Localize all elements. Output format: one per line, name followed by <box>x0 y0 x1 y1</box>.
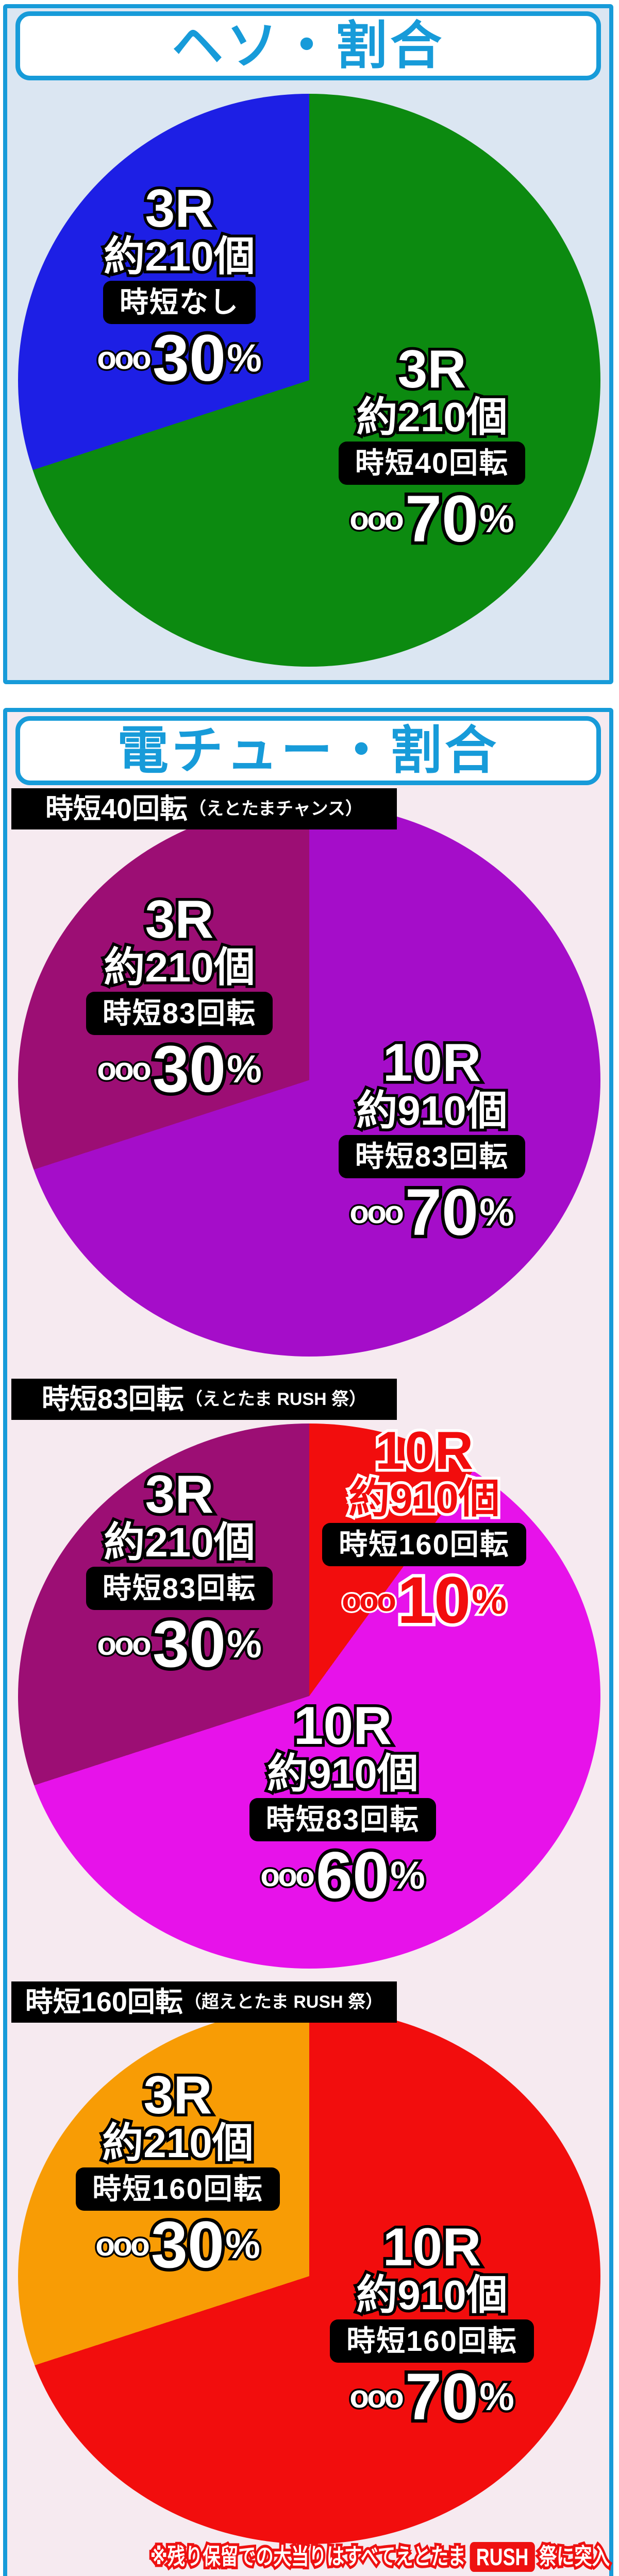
pie3-slice-label-3r: 3R 約210個 時短83回転 ooo 30 % <box>35 1465 324 1681</box>
percent-sign: % <box>225 336 264 380</box>
caption-sub: （えとたま RUSH 祭） <box>185 1389 367 1409</box>
slice-jitan-pill: 時短40回転 <box>338 442 526 485</box>
dots-icon: ooo <box>348 2379 406 2415</box>
slice-jitan-pill: 時短83回転 <box>86 1567 273 1610</box>
caption-bar-jitan40: 時短40回転 （えとたまチャンス） <box>11 788 397 829</box>
dots-icon: ooo <box>348 501 406 537</box>
slice-percent-value: 30 <box>147 2208 227 2282</box>
slice-balls-label: 約910個 <box>264 1748 422 1800</box>
slice-jitan-pill: 時短83回転 <box>249 1798 437 1841</box>
percent-sign: % <box>477 2375 517 2419</box>
slice-rounds-label: 10R <box>380 1033 484 1093</box>
pie-chart-jitan83 <box>18 1423 600 1969</box>
dots-icon: ooo <box>340 1583 398 1618</box>
percent-sign: % <box>223 2223 263 2267</box>
slice-rounds-label: 10R <box>372 1421 476 1481</box>
slice-balls-label: 約910個 <box>346 1473 503 1524</box>
caption-main: 時短160回転 <box>25 1987 183 2018</box>
slice-jitan-pill: 時短83回転 <box>86 992 273 1035</box>
caption-bar-jitan160: 時短160回転 （超えとたま RUSH 祭） <box>11 1981 397 2023</box>
dots-icon: ooo <box>95 1626 154 1662</box>
slice-rounds-label: 3R <box>142 1465 216 1524</box>
slice-rounds-label: 10R <box>380 2217 484 2277</box>
slice-jitan-pill: 時短160回転 <box>76 2167 280 2211</box>
slice-rounds-label: 10R <box>291 1696 395 1756</box>
slice-percent-value: 70 <box>401 482 481 556</box>
slice-jitan-pill: 時短160回転 <box>330 2319 534 2363</box>
rush-note-post: 祭に突入 <box>537 2541 612 2572</box>
pie-chart-jitan160 <box>18 2008 600 2544</box>
caption-main: 時短83回転 <box>41 1384 184 1415</box>
slice-percent-value: 30 <box>149 1032 229 1106</box>
slice-balls-label: 約210個 <box>99 2117 257 2169</box>
dots-icon: ooo <box>259 1858 317 1893</box>
slice-percent-value: 10 <box>394 1564 474 1637</box>
slice-percent-value: 60 <box>312 1839 392 1912</box>
percent-sign: % <box>225 1047 264 1091</box>
slice-jitan-pill: 時短83回転 <box>338 1135 526 1178</box>
pie1-slice-label-3r-jitan-nashi: 3R 約210個 時短なし ooo 30 % <box>35 179 324 395</box>
slice-percent-value: 30 <box>149 1607 229 1681</box>
slice-balls-label: 約210個 <box>101 942 258 993</box>
slice-rounds-label: 3R <box>395 340 469 399</box>
slice-balls-label: 約910個 <box>354 2269 511 2321</box>
slice-rounds-label: 3R <box>141 2065 215 2125</box>
caption-main: 時短40回転 <box>45 793 188 824</box>
section-dentsu-title: 電チュー・割合 <box>117 722 499 779</box>
slice-jitan-pill: 時短160回転 <box>322 1523 526 1566</box>
percent-sign: % <box>477 1191 517 1234</box>
slice-balls-label: 約210個 <box>101 1517 258 1568</box>
caption-sub: （えとたまチャンス） <box>189 799 363 819</box>
slice-balls-label: 約210個 <box>354 392 511 443</box>
slice-balls-label: 約210個 <box>101 231 258 282</box>
section-dentsu-header: 電チュー・割合 <box>15 716 601 785</box>
section-heso-title: ヘソ・割合 <box>172 17 445 75</box>
pie-chart-jitan40 <box>18 804 600 1357</box>
slice-percent-value: 70 <box>401 1176 481 1249</box>
section-heso-header: ヘソ・割合 <box>15 11 601 80</box>
dots-icon: ooo <box>348 1195 406 1230</box>
rush-entry-note: ※残り保留での大当りはすべてえとたま RUSH 祭に突入 <box>148 2541 612 2572</box>
caption-bar-jitan83: 時短83回転 （えとたま RUSH 祭） <box>11 1379 397 1420</box>
slice-rounds-label: 3R <box>142 890 216 950</box>
dots-icon: ooo <box>95 341 154 376</box>
pie4-slice-label-3r: 3R 約210個 時短160回転 ooo 30 % <box>34 2065 322 2282</box>
pie3-slice-label-10r-jitan160: 10R 約910個 時短160回転 ooo 10 % <box>280 1421 568 1637</box>
percent-sign: % <box>477 497 517 541</box>
slice-rounds-label: 3R <box>142 179 216 239</box>
slice-balls-label: 約910個 <box>354 1085 511 1137</box>
caption-sub: （超えとたま RUSH 祭） <box>183 1992 383 2012</box>
pie2-slice-label-3r: 3R 約210個 時短83回転 ooo 30 % <box>35 890 324 1106</box>
pie2-slice-label-10r: 10R 約910個 時短83回転 ooo 70 % <box>288 1033 576 1249</box>
pie-chart-heso <box>18 94 600 667</box>
rush-note-pre: ※残り保留での大当りはすべてえとたま <box>148 2541 468 2572</box>
percent-sign: % <box>470 1579 509 1622</box>
slice-percent-value: 70 <box>401 2360 481 2434</box>
rush-badge: RUSH <box>470 2542 535 2572</box>
slice-percent-value: 30 <box>149 321 229 395</box>
percent-sign: % <box>388 1854 428 1897</box>
dots-icon: ooo <box>95 1052 154 1087</box>
pie4-slice-label-10r: 10R 約910個 時短160回転 ooo 70 % <box>288 2217 576 2434</box>
percent-sign: % <box>225 1622 264 1666</box>
pie3-slice-label-10r-jitan83: 10R 約910個 時短83回転 ooo 60 % <box>198 1696 487 1912</box>
slice-jitan-pill: 時短なし <box>103 281 256 324</box>
pie1-slice-label-3r-jitan40: 3R 約210個 時短40回転 ooo 70 % <box>288 340 576 556</box>
dots-icon: ooo <box>94 2227 152 2263</box>
